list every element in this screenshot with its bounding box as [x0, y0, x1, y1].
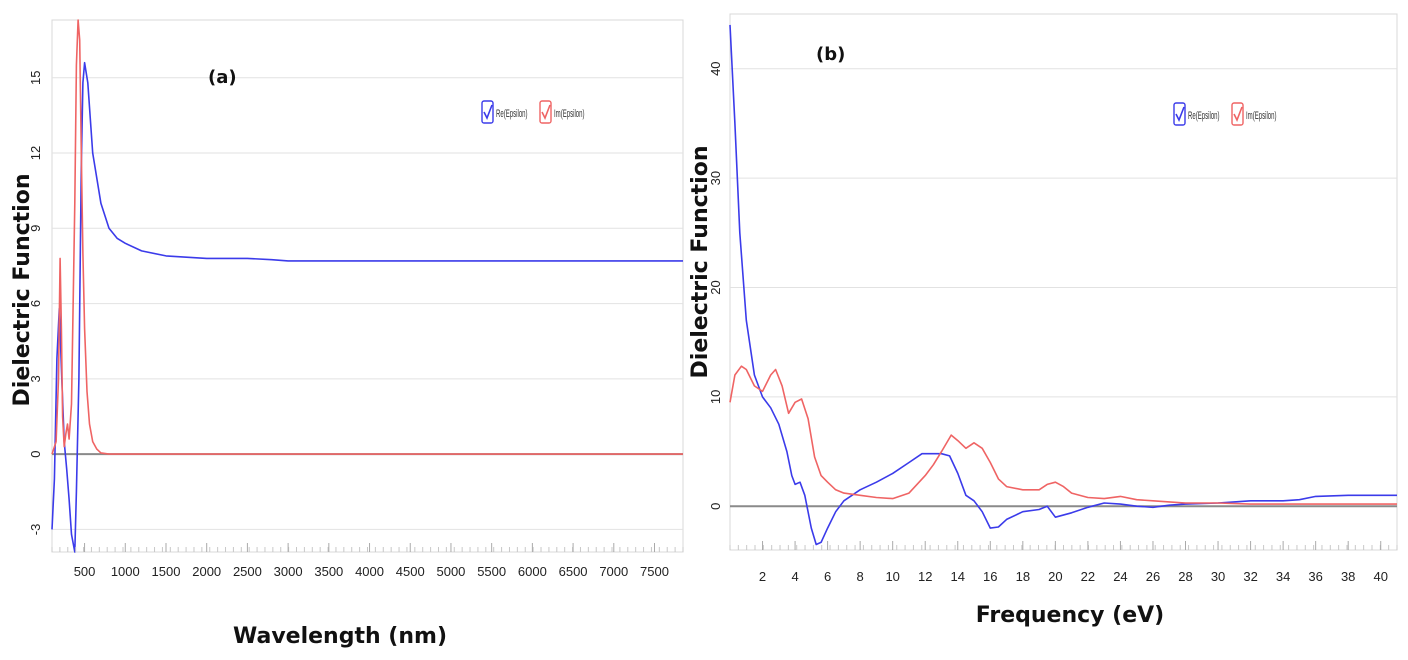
x-tick-label: 6000	[518, 564, 547, 579]
x-ticks-a: 500 1000 1500 2000 2500 3000 3500 4000 4500 5000 5…	[51, 543, 684, 579]
legend-check-mark-icon	[483, 104, 493, 120]
x-tick-label: 30	[1211, 569, 1225, 584]
x-tick-label: 4500	[396, 564, 425, 579]
x-tick-label: 28	[1178, 569, 1192, 584]
plot-area-a	[51, 19, 684, 553]
y-tick-label: -3	[28, 524, 43, 536]
legend-checkbox-icon	[1173, 102, 1186, 126]
legend-label: Im(Epsilon)	[554, 107, 585, 119]
x-tick-label: 4	[791, 569, 798, 584]
x-tick-label: 3000	[274, 564, 303, 579]
legend-label: Re(Epsilon)	[1188, 109, 1220, 121]
y-tick-label: 40	[708, 61, 723, 75]
series-line-im	[729, 365, 1397, 505]
y-tick-label: 3	[28, 375, 43, 382]
x-tick-label: 2000	[192, 564, 221, 579]
y-tick-label: 10	[708, 390, 723, 404]
x-tick-label: 20	[1048, 569, 1062, 584]
x-tick-label: 32	[1243, 569, 1257, 584]
series-a	[51, 19, 683, 553]
y-tick-label: 9	[28, 225, 43, 232]
x-tick-label: 24	[1113, 569, 1127, 584]
x-tick-label: 1000	[111, 564, 140, 579]
legend-label: Re(Epsilon)	[496, 107, 528, 119]
x-tick-label: 22	[1081, 569, 1095, 584]
x-tick-label: 36	[1308, 569, 1322, 584]
legend-checkbox-icon	[481, 100, 494, 124]
y-tick-label: 15	[28, 70, 43, 84]
y-tick-label: 6	[28, 300, 43, 307]
x-tick-label: 8	[857, 569, 864, 584]
x-tick-label: 500	[74, 564, 96, 579]
legend-check-mark-icon	[1175, 106, 1185, 122]
plot-area-b	[729, 13, 1398, 551]
x-tick-label: 1500	[152, 564, 181, 579]
panel-a: -3 0 3 6 9 12 15 500 1000 1500 2000 2500 3000 3500 40…	[10, 19, 684, 649]
panel-label-a: (a)	[208, 67, 237, 88]
x-tick-label: 40	[1373, 569, 1387, 584]
x-tick-label: 10	[885, 569, 899, 584]
x-tick-label: 4000	[355, 564, 384, 579]
legend-checkbox-icon	[539, 100, 552, 124]
legend-label: Im(Epsilon)	[1246, 109, 1277, 121]
series-b	[729, 24, 1397, 546]
y-ticks-a: -3 0 3 6 9 12 15	[28, 70, 43, 535]
legend-checkbox-icon	[1231, 102, 1244, 126]
legend-b: Re(Epsilon) Im(Epsilon)	[1173, 102, 1277, 126]
x-tick-label: 18	[1016, 569, 1030, 584]
legend-a: Re(Epsilon) Im(Epsilon)	[481, 100, 585, 124]
x-tick-label: 5500	[477, 564, 506, 579]
legend-check-mark-icon	[1233, 106, 1243, 122]
y-tick-label: 0	[28, 451, 43, 458]
x-tick-label: 16	[983, 569, 997, 584]
x-tick-label: 38	[1341, 569, 1355, 584]
y-tick-label: 20	[708, 280, 723, 294]
x-axis-title-a: Wavelength (nm)	[233, 624, 447, 649]
x-ticks-b: 2 4 6 8 10 12 14 16 18 20 22 24 26 28 30 32 34 36 38 40	[729, 541, 1398, 584]
x-tick-label: 7000	[599, 564, 628, 579]
x-axis-title-b: Frequency (eV)	[976, 603, 1164, 628]
panel-label-b: (b)	[816, 44, 845, 65]
x-tick-label: 5000	[436, 564, 465, 579]
y-tick-label: 0	[708, 503, 723, 510]
x-tick-label: 12	[918, 569, 932, 584]
x-tick-label: 6	[824, 569, 831, 584]
x-tick-label: 7500	[640, 564, 669, 579]
legend-check-mark-icon	[541, 104, 551, 120]
x-tick-label: 14	[951, 569, 965, 584]
series-line-re	[729, 24, 1397, 546]
y-tick-label: 30	[708, 171, 723, 185]
series-line-im	[51, 19, 683, 455]
x-tick-label: 6500	[559, 564, 588, 579]
y-axis-title-b: Dielectric Function	[688, 146, 713, 379]
x-tick-label: 2	[759, 569, 766, 584]
x-tick-label: 34	[1276, 569, 1290, 584]
y-tick-label: 12	[28, 146, 43, 160]
y-ticks-b: 0 10 20 30 40	[708, 61, 723, 509]
x-tick-label: 2500	[233, 564, 262, 579]
y-axis-title-a: Dielectric Function	[10, 174, 35, 407]
x-tick-label: 26	[1146, 569, 1160, 584]
x-tick-label: 3500	[314, 564, 343, 579]
